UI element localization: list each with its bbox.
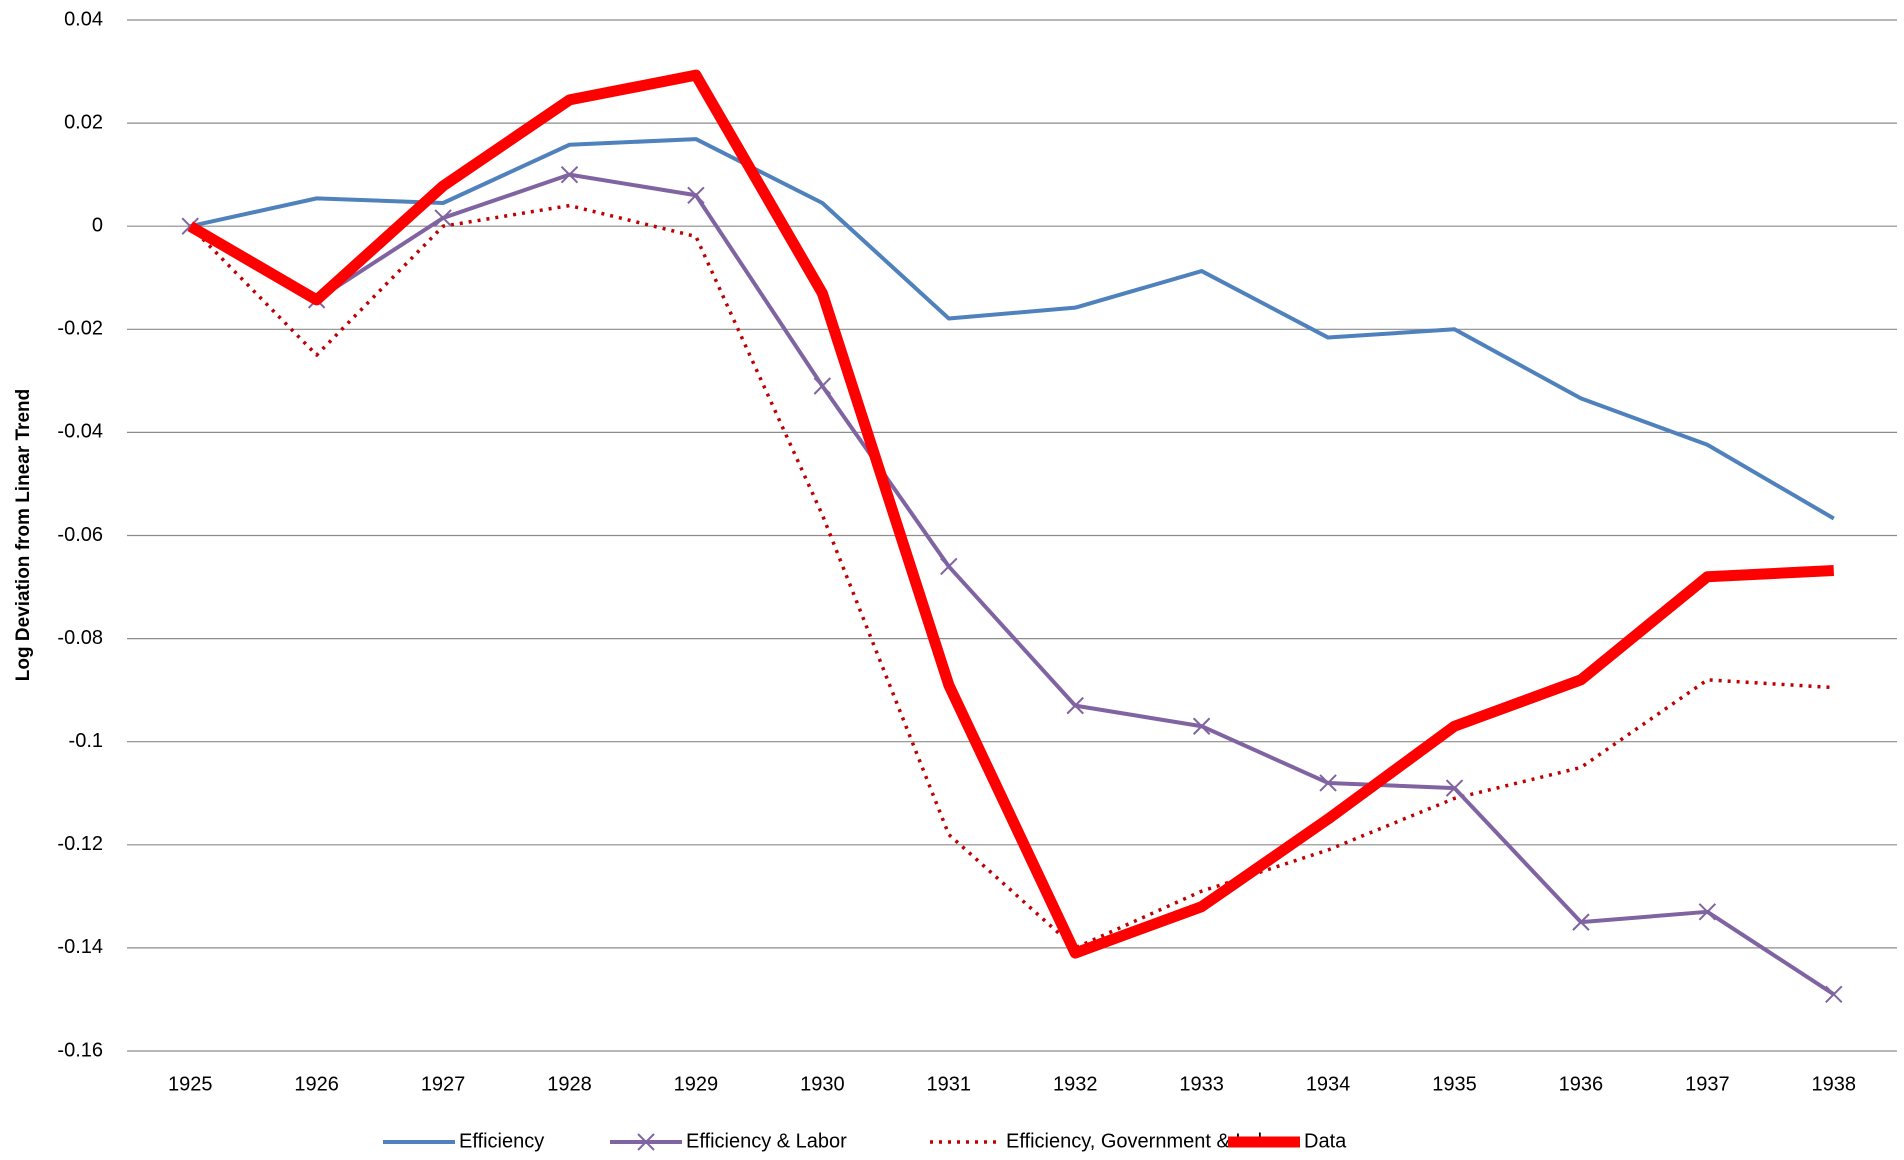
marker (560, 165, 579, 184)
legend-label: Efficiency (459, 1130, 544, 1152)
marker (1319, 774, 1337, 792)
x-tick-label: 1929 (674, 1073, 719, 1095)
y-tick-label: 0.04 (64, 8, 103, 30)
legend-label: Data (1304, 1130, 1347, 1152)
marker (687, 186, 705, 204)
y-tick-label: -0.14 (57, 936, 103, 958)
series-line (188, 203, 1834, 950)
y-tick-label: -0.08 (57, 627, 103, 649)
marker (940, 557, 958, 576)
y-tick-label: 0.02 (64, 111, 103, 133)
x-tick-label: 1931 (927, 1073, 972, 1095)
series-line (189, 137, 1835, 521)
legend-marker (637, 1133, 655, 1151)
x-tick-label: 1933 (1179, 1073, 1224, 1095)
x-tick-label: 1928 (547, 1073, 592, 1095)
x-tick-label: 1926 (294, 1073, 339, 1095)
x-tick-label: 1937 (1685, 1073, 1730, 1095)
y-tick-label: -0.1 (69, 730, 103, 752)
legend-label: Efficiency & Labor (686, 1130, 847, 1152)
x-tick-label: 1927 (421, 1073, 466, 1095)
y-tick-label: -0.12 (57, 833, 103, 855)
series-line (189, 172, 1835, 996)
marker (1192, 717, 1211, 735)
marker (813, 377, 832, 395)
x-tick-label: 1934 (1306, 1073, 1351, 1095)
x-tick-label: 1925 (168, 1073, 213, 1095)
y-tick-label: 0 (92, 214, 103, 236)
marker (1066, 696, 1084, 715)
marker (1825, 985, 1843, 1003)
x-tick-label: 1930 (800, 1073, 845, 1095)
y-tick-label: -0.16 (57, 1039, 103, 1061)
marker (434, 209, 452, 227)
y-axis-title: Log Deviation from Linear Trend (13, 389, 34, 681)
y-tick-label: -0.02 (57, 318, 103, 340)
y-tick-label: -0.04 (57, 421, 103, 443)
series-line (187, 69, 1835, 959)
x-tick-label: 1938 (1812, 1073, 1857, 1095)
marker (1445, 779, 1464, 797)
legend-label: Efficiency, Government & Labor (1006, 1130, 1287, 1152)
x-tick-label: 1932 (1053, 1073, 1098, 1095)
x-tick-label: 1936 (1559, 1073, 1604, 1095)
y-tick-label: -0.06 (57, 524, 103, 546)
x-tick-label: 1935 (1432, 1073, 1477, 1095)
marker (1698, 903, 1717, 921)
marker (1572, 913, 1590, 931)
